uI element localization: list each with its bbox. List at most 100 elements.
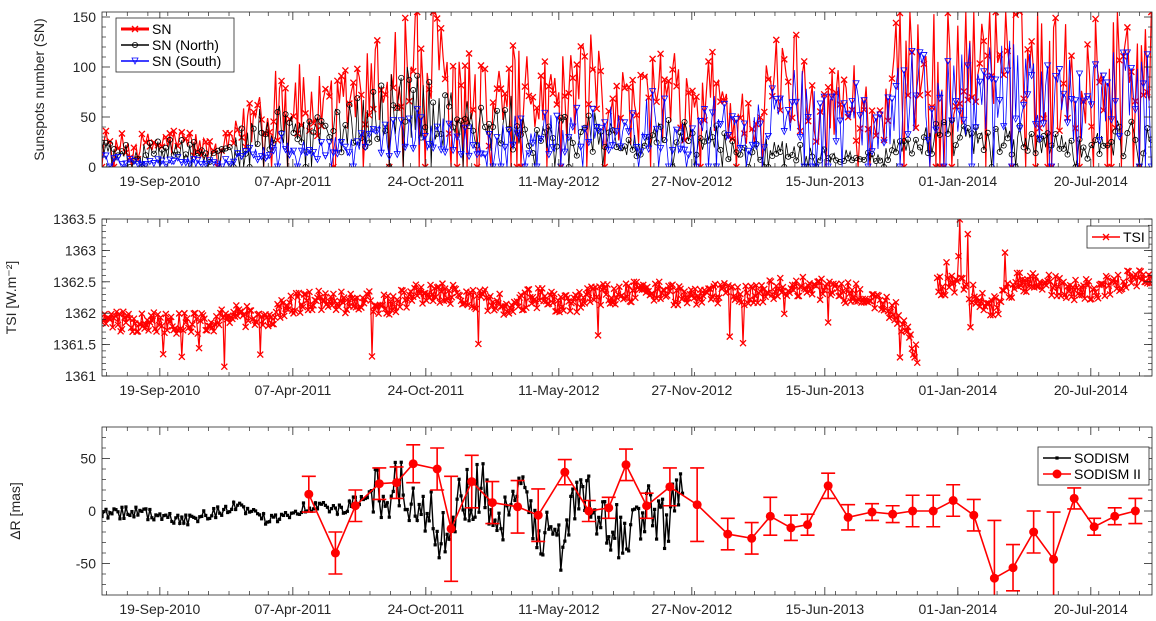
data-point <box>350 501 360 511</box>
data-point <box>419 512 423 517</box>
data-point <box>885 314 893 322</box>
data-point <box>106 163 114 167</box>
x-axis: 19-Sep-2010 07-Apr-2011 24-Oct-2011 11-May-… <box>106 427 1140 617</box>
data-point <box>401 14 409 22</box>
data-point <box>513 297 521 305</box>
data-point <box>736 290 744 298</box>
data-point <box>212 506 216 511</box>
data-point <box>593 293 601 301</box>
data-point <box>784 107 792 115</box>
data-point <box>992 76 1000 84</box>
data-point <box>549 299 557 307</box>
data-point <box>1107 116 1116 124</box>
data-point <box>493 518 497 522</box>
data-point <box>639 281 647 289</box>
data-point <box>126 154 134 162</box>
data-point <box>277 517 282 521</box>
data-point <box>573 104 581 113</box>
data-point <box>489 99 497 107</box>
data-point <box>501 538 505 542</box>
data-point <box>619 515 623 519</box>
data-point <box>150 160 158 167</box>
data-point <box>152 518 156 522</box>
data-point <box>561 113 568 120</box>
data-point <box>837 280 845 288</box>
data-point <box>246 307 254 315</box>
data-point <box>313 156 322 164</box>
data-point <box>1123 49 1132 57</box>
data-point <box>368 353 376 360</box>
data-point <box>319 502 324 506</box>
x-tick-label: 15-Jun-2013 <box>786 601 865 617</box>
data-point <box>484 307 492 315</box>
data-point <box>526 293 534 301</box>
data-point <box>613 127 621 136</box>
data-point <box>220 363 228 371</box>
data-point <box>678 472 683 476</box>
data-point <box>367 297 375 305</box>
data-point <box>329 290 337 298</box>
data-point <box>663 291 671 299</box>
x-tick-label: 20-Jul-2014 <box>1054 382 1128 398</box>
data-point <box>724 132 733 140</box>
data-point <box>1084 155 1091 162</box>
data-point <box>1071 97 1080 105</box>
data-point <box>741 144 748 151</box>
data-point <box>206 137 214 145</box>
data-point <box>875 292 883 300</box>
data-point <box>903 328 911 336</box>
data-point <box>207 318 215 326</box>
data-point <box>198 147 205 154</box>
x-tick-label: 20-Jul-2014 <box>1054 601 1128 617</box>
data-point <box>583 284 591 292</box>
data-point <box>202 150 209 157</box>
data-point <box>807 286 815 294</box>
data-point <box>401 493 405 497</box>
data-point <box>533 510 543 520</box>
data-point <box>541 292 549 300</box>
data-point <box>892 19 900 27</box>
data-point <box>112 507 116 511</box>
data-point <box>234 507 238 512</box>
data-point <box>450 124 457 131</box>
data-point <box>549 144 557 152</box>
data-point <box>551 532 555 536</box>
data-point <box>1089 522 1099 532</box>
data-point <box>432 293 440 301</box>
data-point <box>1043 62 1052 70</box>
data-point <box>463 517 467 521</box>
data-point <box>417 502 421 507</box>
data-point <box>218 146 225 153</box>
data-point <box>1024 91 1032 99</box>
data-point <box>422 124 429 131</box>
data-point <box>158 157 166 165</box>
x-tick-label: 11-May-2012 <box>518 382 600 398</box>
data-point <box>250 108 258 116</box>
data-point <box>657 50 665 58</box>
data-point <box>408 297 416 305</box>
data-point <box>693 93 700 101</box>
data-point <box>398 74 405 81</box>
data-point <box>337 503 341 507</box>
data-point <box>296 309 304 317</box>
data-point <box>403 508 407 512</box>
data-point <box>816 296 824 304</box>
data-point <box>964 96 972 104</box>
data-point <box>1060 80 1068 88</box>
data-point <box>993 304 1001 312</box>
data-point <box>872 114 880 122</box>
data-point <box>607 535 611 539</box>
data-point <box>287 292 295 300</box>
data-point <box>124 505 128 509</box>
data-point <box>455 497 459 501</box>
data-point <box>110 146 117 153</box>
data-point <box>673 82 681 90</box>
data-point <box>876 111 884 119</box>
data-point <box>762 293 770 301</box>
data-point <box>581 485 585 489</box>
data-point <box>497 511 501 515</box>
data-point <box>594 331 602 339</box>
data-point <box>655 278 663 286</box>
data-point <box>669 281 677 289</box>
data-point <box>754 299 762 307</box>
